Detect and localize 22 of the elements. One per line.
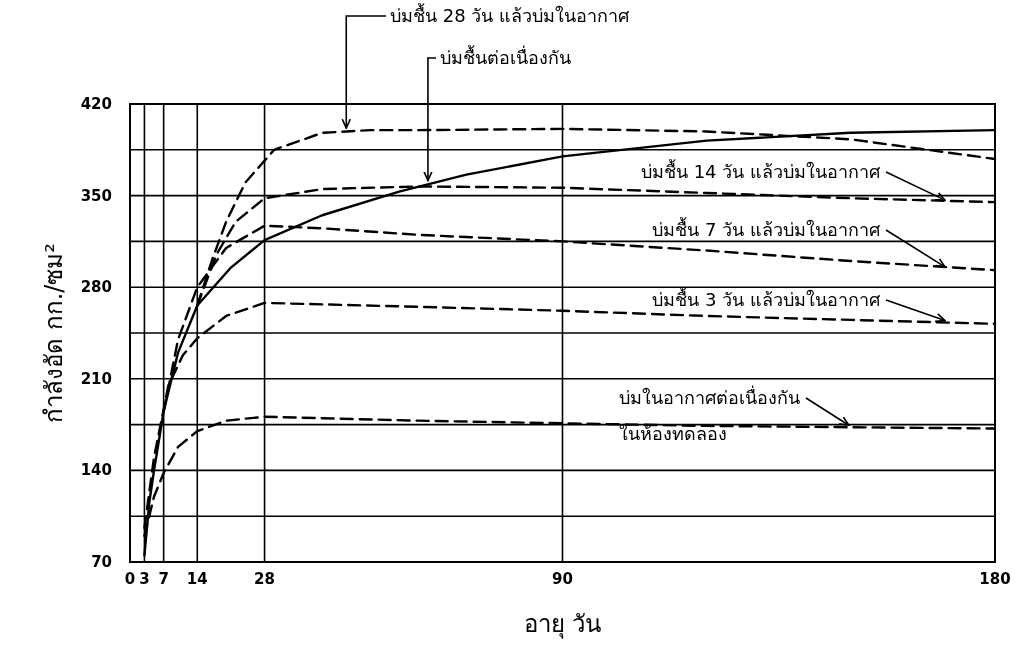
annotation: ในห้องทดลอง <box>619 423 727 444</box>
x-tick-label: 7 <box>158 570 169 588</box>
annotation: บ่มชื้นต่อเนื่องกัน <box>440 45 571 68</box>
x-axis-title: อายุ วัน <box>523 610 602 639</box>
annotation: บ่มชื้น 14 วัน แล้วบ่มในอากาศ <box>640 159 881 182</box>
x-tick-label: 90 <box>552 570 573 588</box>
y-tick-label: 140 <box>80 461 112 480</box>
y-tick-label: 70 <box>91 553 112 571</box>
x-tick-label: 180 <box>979 570 1011 588</box>
y-tick-label: 420 <box>80 95 112 113</box>
annotation: บ่มชื้น 7 วัน แล้วบ่มในอากาศ <box>652 217 881 240</box>
annotation: บ่มชื้น 28 วัน แล้วบ่มในอากาศ <box>390 3 631 26</box>
x-tick-label: 3 <box>139 570 150 588</box>
y-axis-title: กำลังอัด กก./ซม² <box>40 243 68 423</box>
annotation: บ่มชื้น 3 วัน แล้วบ่มในอากาศ <box>652 287 881 310</box>
annotation: บ่มในอากาศต่อเนื่องกัน <box>619 385 800 408</box>
y-tick-label: 210 <box>80 369 112 388</box>
x-tick-label: 28 <box>254 570 275 588</box>
y-tick-label: 280 <box>80 278 112 297</box>
x-tick-label: 0 <box>124 570 136 588</box>
x-tick-label: 14 <box>186 570 208 588</box>
y-tick-label: 350 <box>80 186 112 205</box>
